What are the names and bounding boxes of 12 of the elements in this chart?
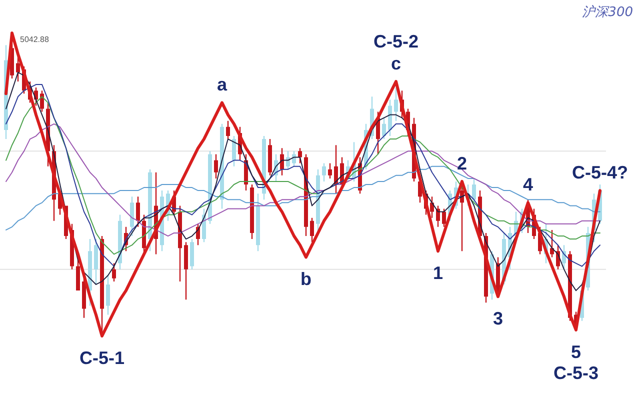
text: 5 C-5-3 bbox=[553, 342, 599, 383]
annotation: 3 bbox=[492, 308, 504, 329]
annotation: 4 bbox=[522, 174, 534, 195]
annotation: 2 bbox=[456, 153, 468, 174]
text: C-5-1 bbox=[79, 348, 125, 368]
annotation: 5042.88 bbox=[20, 35, 50, 44]
annotation: C-5-4? bbox=[572, 162, 628, 183]
annotation: a bbox=[216, 74, 228, 95]
annotation: 1 bbox=[432, 263, 444, 284]
annotation: C-5-2 c bbox=[373, 31, 419, 74]
chart-title: 沪深300 bbox=[582, 4, 633, 20]
annotation: b bbox=[300, 269, 312, 290]
